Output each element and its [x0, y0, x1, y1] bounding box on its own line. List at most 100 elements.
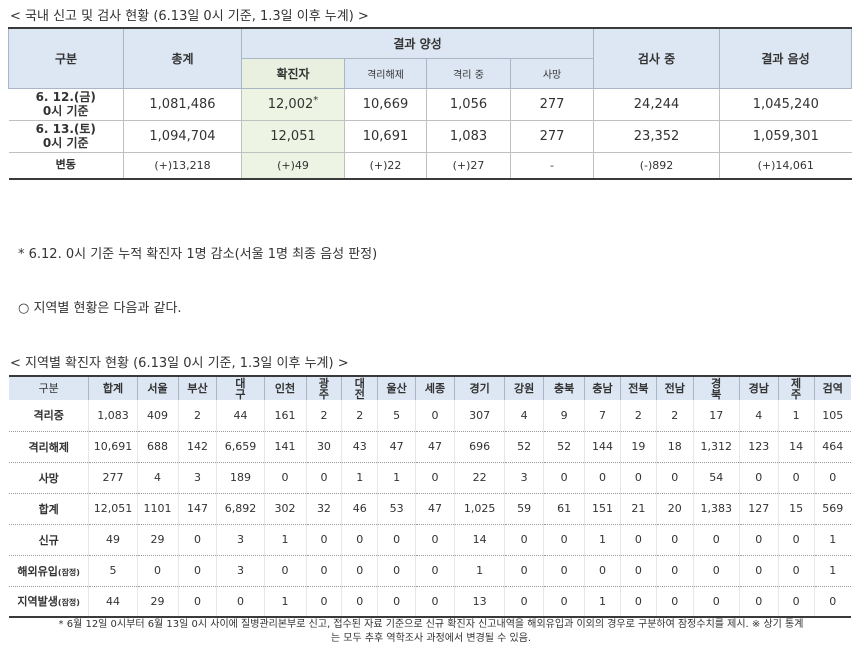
region-cell: 0 — [415, 524, 455, 556]
row-label: 합계 — [9, 493, 89, 525]
region-cell: 2 — [655, 400, 694, 432]
header-confirmed: 확진자 — [241, 57, 345, 89]
region-cell: 0 — [341, 586, 378, 617]
region-cell: 53 — [377, 493, 416, 525]
cell-released: (+)22 — [344, 152, 427, 180]
row-label: 6. 12.(금) 0시 기준 — [8, 88, 124, 121]
region-cell: 569 — [813, 493, 851, 525]
region-cell: 0 — [584, 555, 621, 587]
region-cell: 0 — [415, 400, 455, 432]
table-row: 변동 (+)13,218 (+)49 (+)22 (+)27 - (-)892 … — [8, 152, 852, 180]
region-cell: 0 — [377, 555, 416, 587]
region-header-11: 강원 — [504, 376, 544, 400]
region-cell: 4 — [136, 462, 178, 494]
region-cell: 0 — [543, 524, 585, 556]
region-cell: 0 — [305, 555, 342, 587]
region-cell: 0 — [504, 524, 544, 556]
header-isolated: 격리 중 — [426, 57, 511, 89]
region-cell: 0 — [504, 586, 544, 617]
region-cell: 1 — [584, 586, 621, 617]
region-cell: 13 — [454, 586, 505, 617]
region-cell: 3 — [216, 555, 265, 587]
region-header-14: 전북 — [619, 376, 657, 400]
region-cell: 0 — [584, 462, 621, 494]
cell-negative: 1,045,240 — [719, 88, 852, 121]
region-cell: 54 — [692, 462, 740, 494]
row-label: 신규 — [9, 524, 89, 556]
region-cell: 0 — [177, 586, 217, 617]
region-cell: 1,383 — [692, 493, 740, 525]
cell-confirmed: 12,051 — [241, 120, 345, 153]
header-released: 격리해제 — [344, 57, 427, 89]
region-cell: 44 — [216, 400, 265, 432]
region-cell: 123 — [738, 431, 779, 463]
region-cell: 277 — [88, 462, 138, 494]
region-cell: 2 — [305, 400, 342, 432]
region-cell: 189 — [216, 462, 265, 494]
region-cell: 52 — [543, 431, 585, 463]
region-cell: 1 — [777, 400, 815, 432]
region-header-15: 전남 — [655, 376, 694, 400]
region-header-8: 울산 — [377, 376, 416, 400]
region-cell: 0 — [341, 524, 378, 556]
region-cell: 0 — [504, 555, 544, 587]
region-cell: 0 — [543, 462, 585, 494]
row-label: 6. 13.(토) 0시 기준 — [8, 120, 124, 153]
region-cell: 1 — [584, 524, 621, 556]
regional-status-title: < 지역별 확진자 현황 (6.13일 0시 기준, 1.3일 이후 누계) > — [10, 356, 349, 371]
region-cell: 0 — [813, 586, 851, 617]
region-cell: 59 — [504, 493, 544, 525]
region-cell: 5 — [88, 555, 138, 587]
region-cell: 22 — [454, 462, 505, 494]
region-cell: 151 — [584, 493, 621, 525]
region-cell: 0 — [692, 524, 740, 556]
region-cell: 0 — [341, 555, 378, 587]
cell-negative: 1,059,301 — [719, 120, 852, 153]
row-label: 격리해제 — [9, 431, 89, 463]
region-header-3: 부산 — [177, 376, 217, 400]
region-cell: 0 — [305, 586, 342, 617]
region-cell: 142 — [177, 431, 217, 463]
region-header-9: 세종 — [415, 376, 455, 400]
region-cell: 0 — [415, 555, 455, 587]
region-cell: 47 — [415, 493, 455, 525]
regional-status-table: 구분 합계 서울 부산 대 구 인천 광 주 대 전 울산 세종 경기 강원 충북 충남 전북 전남 경 북 경남 제 주 검역… — [9, 375, 851, 618]
cell-total: 1,081,486 — [123, 88, 242, 121]
region-cell: 0 — [777, 586, 815, 617]
region-cell: 127 — [738, 493, 779, 525]
region-cell: 61 — [543, 493, 585, 525]
region-cell: 0 — [777, 524, 815, 556]
table-row: 격리중 1,083 409 2 44 161 2 2 5 0 307 4 9 7 2 2 17 4 1 105 — [9, 400, 851, 432]
region-cell: 43 — [341, 431, 378, 463]
header-gubun: 구분 — [8, 27, 124, 89]
region-cell: 44 — [88, 586, 138, 617]
region-cell: 14 — [454, 524, 505, 556]
region-cell: 0 — [655, 586, 694, 617]
row-label: 지역발생(잠정) — [17, 595, 80, 609]
region-cell: 161 — [263, 400, 307, 432]
regional-intro: ○ 지역별 현황은 다음과 같다. — [18, 301, 182, 316]
region-cell: 0 — [738, 462, 779, 494]
region-cell: 141 — [263, 431, 307, 463]
region-cell: 0 — [655, 555, 694, 587]
region-cell: 302 — [263, 493, 307, 525]
region-cell: 1,083 — [88, 400, 138, 432]
region-cell: 52 — [504, 431, 544, 463]
cell-negative: (+)14,061 — [719, 152, 852, 180]
table-row: 합계 12,051 1101 147 6,892 302 32 46 53 47 1,025 59 61… — [9, 493, 851, 525]
region-cell: 32 — [305, 493, 342, 525]
region-cell: 0 — [543, 586, 585, 617]
region-cell: 696 — [454, 431, 505, 463]
header-testing: 검사 중 — [593, 27, 721, 89]
region-cell: 0 — [377, 524, 416, 556]
region-cell: 5 — [377, 400, 416, 432]
header-positive: 결과 양성 — [240, 27, 595, 59]
region-cell: 12,051 — [88, 493, 138, 525]
region-cell: 0 — [619, 462, 657, 494]
region-cell: 20 — [655, 493, 694, 525]
region-cell: 2 — [619, 400, 657, 432]
region-cell: 47 — [415, 431, 455, 463]
